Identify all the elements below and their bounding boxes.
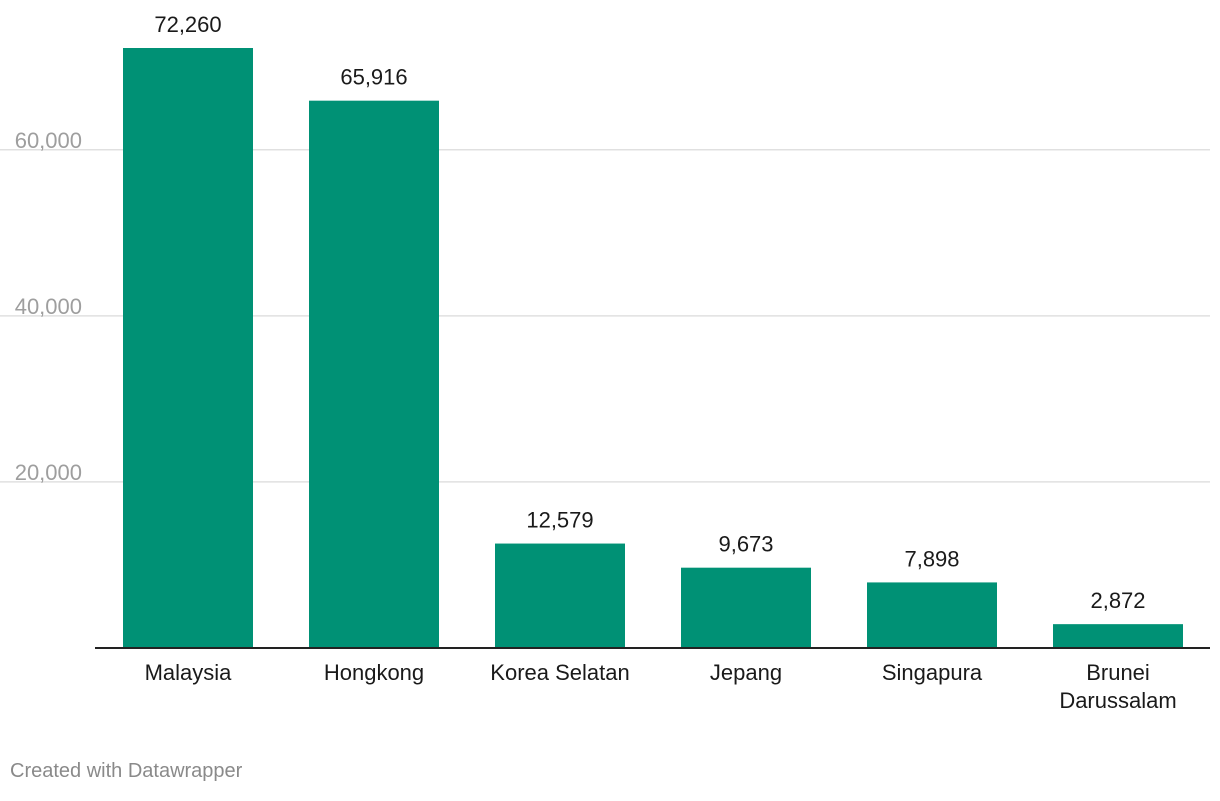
- category-labels: Malaysia Hongkong Korea Selatan Jepang Singa…: [145, 660, 1177, 713]
- category-label: Jepang: [710, 660, 782, 685]
- y-tick-label: 20,000: [15, 460, 82, 485]
- category-label-line: Singapura: [882, 660, 983, 685]
- category-label: Brunei Darussalam: [1059, 660, 1176, 713]
- category-label-line: Darussalam: [1059, 688, 1176, 713]
- category-label: Singapura: [882, 660, 983, 685]
- bar[interactable]: [309, 100, 439, 648]
- bar[interactable]: [123, 48, 253, 648]
- value-label: 7,898: [904, 546, 959, 571]
- bar[interactable]: [1053, 624, 1183, 648]
- y-tick-label: 60,000: [15, 128, 82, 153]
- category-label: Hongkong: [324, 660, 424, 685]
- value-label: 72,260: [154, 12, 221, 37]
- bar[interactable]: [867, 582, 997, 648]
- category-label-line: Brunei: [1086, 660, 1150, 685]
- category-label-line: Jepang: [710, 660, 782, 685]
- datawrapper-credit[interactable]: Created with Datawrapper: [10, 760, 243, 782]
- value-label: 9,673: [718, 532, 773, 557]
- y-tick-label: 40,000: [15, 294, 82, 319]
- bars: [123, 48, 1183, 648]
- value-label: 2,872: [1090, 588, 1145, 613]
- category-label-line: Malaysia: [145, 660, 233, 685]
- bar[interactable]: [681, 567, 811, 648]
- category-label-line: Korea Selatan: [490, 660, 629, 685]
- value-labels: 72,260 65,916 12,579 9,673 7,898 2,872: [154, 12, 1145, 613]
- category-label: Korea Selatan: [490, 660, 629, 685]
- y-axis-ticks: 20,000 40,000 60,000: [15, 128, 82, 485]
- value-label: 12,579: [526, 508, 593, 533]
- bar[interactable]: [495, 543, 625, 648]
- value-label: 65,916: [340, 65, 407, 90]
- category-label: Malaysia: [145, 660, 233, 685]
- category-label-line: Hongkong: [324, 660, 424, 685]
